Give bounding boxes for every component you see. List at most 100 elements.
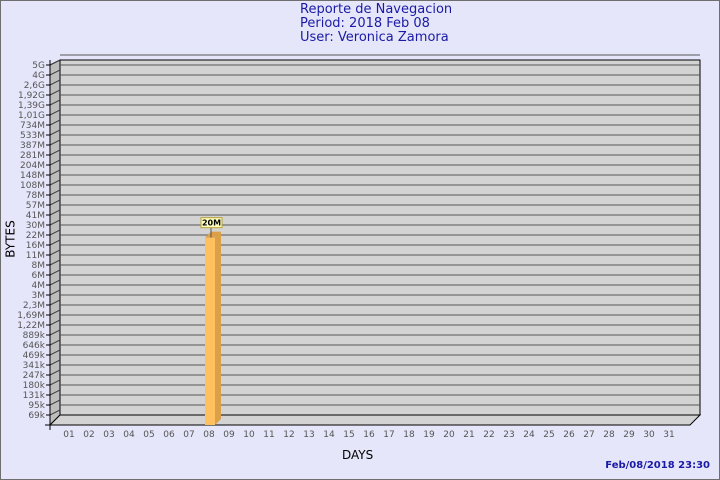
y-tick-label: 387M <box>20 141 45 151</box>
x-tick-label: 24 <box>523 430 535 440</box>
y-tick-label: 469k <box>23 351 46 361</box>
grid-diagonal <box>49 259 61 266</box>
x-tick-label: 21 <box>463 430 474 440</box>
bar-top <box>205 231 221 238</box>
y-tick-label: 4G <box>32 71 45 81</box>
x-tick-label: 28 <box>603 430 615 440</box>
grid-diagonal <box>49 149 61 156</box>
y-tick-label: 11M <box>26 251 45 261</box>
y-tick-label: 341k <box>23 361 46 371</box>
y-tick-label: 148M <box>20 171 45 181</box>
y-tick-label: 2,3M <box>23 301 45 311</box>
grid-diagonal <box>49 109 61 116</box>
grid-diagonal <box>49 389 61 396</box>
x-tick-label: 17 <box>383 430 394 440</box>
report-period: Period: 2018 Feb 08 <box>300 16 430 31</box>
x-tick-label: 02 <box>83 430 94 440</box>
x-tick-label: 19 <box>423 430 435 440</box>
plot-back-wall <box>59 59 701 416</box>
grid-diagonal <box>49 219 61 226</box>
x-tick-label: 20 <box>443 430 455 440</box>
data-label: 20M <box>202 219 221 228</box>
y-tick-label: 1,01G <box>18 111 45 121</box>
y-tick-label: 5G <box>32 61 45 71</box>
y-tick-label: 78M <box>26 191 45 201</box>
x-tick-label: 01 <box>63 430 74 440</box>
y-tick-label: 6M <box>32 271 46 281</box>
y-tick-label: 4M <box>32 281 46 291</box>
grid-diagonal <box>49 329 61 336</box>
grid-diagonal <box>49 349 61 356</box>
grid-diagonal <box>49 379 61 386</box>
x-axis-label: DAYS <box>342 448 374 462</box>
grid-diagonal <box>49 229 61 236</box>
report-title: Reporte de Navegacion <box>300 2 453 17</box>
grid-diagonal <box>49 239 61 246</box>
grid-diagonal <box>49 199 61 206</box>
x-tick-label: 22 <box>483 430 494 440</box>
y-tick-label: 1,69M <box>17 311 45 321</box>
bar-side <box>215 231 221 425</box>
x-tick-label: 03 <box>103 430 114 440</box>
y-tick-label: 131k <box>23 391 46 401</box>
grid-diagonal <box>49 89 61 96</box>
plot-floor <box>48 414 702 426</box>
x-tick-label: 11 <box>263 430 274 440</box>
grid-diagonal <box>49 399 61 406</box>
grid-diagonal <box>49 249 61 256</box>
y-tick-label: 108M <box>20 181 45 191</box>
y-axis-label: BYTES <box>3 220 18 258</box>
y-tick-label: 22M <box>26 231 45 241</box>
y-tick-label: 3M <box>32 291 46 301</box>
y-tick-label: 1,92G <box>18 91 45 101</box>
grid-diagonal <box>49 269 61 276</box>
bar <box>205 237 215 425</box>
y-tick-label: 204M <box>20 161 45 171</box>
grid-diagonal <box>49 69 61 76</box>
x-tick-label: 06 <box>163 430 175 440</box>
y-tick-label: 1,39G <box>18 101 45 111</box>
x-tick-label: 04 <box>123 430 135 440</box>
y-tick-label: 2,6G <box>24 81 45 91</box>
x-tick-label: 14 <box>323 430 335 440</box>
grid-diagonal <box>49 189 61 196</box>
timestamp: Feb/08/2018 23:30 <box>605 460 710 471</box>
grid-diagonal <box>49 119 61 126</box>
grid-diagonal <box>49 99 61 106</box>
x-tick-label: 25 <box>543 430 554 440</box>
x-tick-label: 05 <box>143 430 154 440</box>
y-tick-label: 8M <box>32 261 46 271</box>
y-tick-label: 180k <box>23 381 46 391</box>
grid-diagonal <box>49 299 61 306</box>
grid-diagonal <box>49 159 61 166</box>
x-tick-label: 30 <box>643 430 655 440</box>
data-label-box <box>200 217 223 229</box>
grid-diagonal <box>49 129 61 136</box>
x-tick-label: 12 <box>283 430 294 440</box>
y-tick-label: 247k <box>23 371 46 381</box>
grid-diagonal <box>49 409 61 416</box>
x-tick-label: 29 <box>623 430 635 440</box>
grid-diagonal <box>49 169 61 176</box>
grid-diagonal <box>49 369 61 376</box>
x-tick-label: 08 <box>203 430 215 440</box>
y-tick-label: 30M <box>26 221 45 231</box>
x-tick-label: 16 <box>363 430 375 440</box>
x-tick-label: 13 <box>303 430 314 440</box>
x-tick-label: 09 <box>223 430 235 440</box>
y-tick-label: 1,22M <box>17 321 45 331</box>
y-tick-label: 16M <box>26 241 45 251</box>
x-tick-label: 15 <box>343 430 354 440</box>
y-tick-label: 889k <box>23 331 46 341</box>
y-tick-label: 41M <box>26 211 45 221</box>
y-tick-label: 69k <box>28 411 45 421</box>
y-tick-label: 95k <box>28 401 45 411</box>
x-tick-label: 26 <box>563 430 575 440</box>
y-tick-label: 57M <box>26 201 45 211</box>
grid-diagonal <box>49 59 61 66</box>
report-user: User: Veronica Zamora <box>300 30 449 45</box>
x-tick-label: 10 <box>243 430 255 440</box>
x-tick-label: 18 <box>403 430 415 440</box>
y-tick-label: 734M <box>20 121 45 131</box>
x-tick-label: 31 <box>663 430 674 440</box>
